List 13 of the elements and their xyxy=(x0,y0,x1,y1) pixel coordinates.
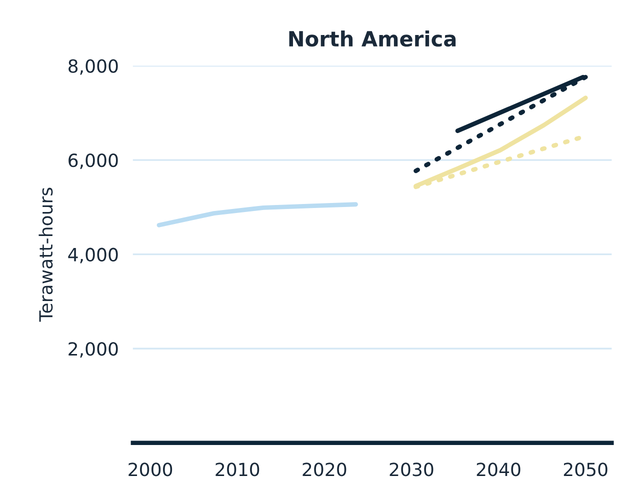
chart-title: North America xyxy=(289,30,456,47)
x-tick-label: 2040 xyxy=(476,462,520,476)
x-tick-label: 2020 xyxy=(302,462,346,476)
y-axis-title: Terawatt-hours xyxy=(38,188,53,322)
y-tick-label: 2,000 xyxy=(68,342,118,358)
x-tick-label: 2030 xyxy=(390,462,434,476)
x-tick-label: 2010 xyxy=(216,462,260,476)
y-tick-label: 6,000 xyxy=(68,154,118,170)
x-tick-label: 2050 xyxy=(564,462,608,476)
y-tick-label: 8,000 xyxy=(68,59,118,75)
y-tick-label: 4,000 xyxy=(68,248,118,264)
line-series xyxy=(156,202,358,228)
x-tick-label: 2000 xyxy=(128,462,172,476)
